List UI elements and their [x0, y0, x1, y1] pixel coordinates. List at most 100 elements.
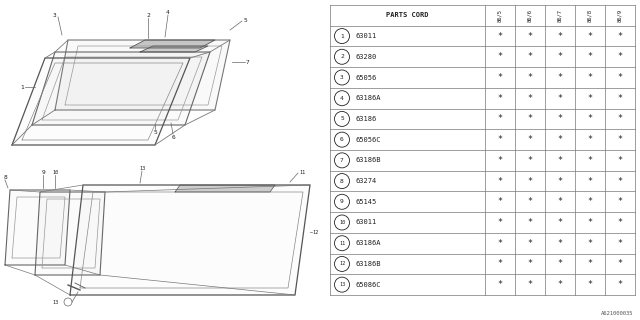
Text: *: *: [618, 218, 623, 227]
Text: *: *: [618, 52, 623, 61]
Text: *: *: [497, 52, 502, 61]
Text: *: *: [497, 260, 502, 268]
Text: *: *: [557, 280, 563, 289]
Text: 4: 4: [340, 96, 344, 101]
Text: 63274: 63274: [356, 178, 377, 184]
Text: *: *: [618, 280, 623, 289]
Text: 86/9: 86/9: [618, 9, 623, 22]
Text: *: *: [588, 73, 593, 82]
Text: *: *: [557, 197, 563, 206]
Text: 11: 11: [339, 241, 345, 246]
Text: *: *: [588, 94, 593, 103]
Text: *: *: [588, 52, 593, 61]
Text: 12: 12: [312, 229, 318, 235]
Text: *: *: [497, 239, 502, 248]
Text: *: *: [588, 135, 593, 144]
Text: *: *: [497, 135, 502, 144]
Polygon shape: [35, 192, 105, 275]
Text: 8: 8: [340, 179, 344, 184]
Text: *: *: [618, 32, 623, 41]
Text: *: *: [527, 73, 532, 82]
Text: 65056: 65056: [356, 75, 377, 81]
Text: *: *: [588, 115, 593, 124]
Text: *: *: [557, 177, 563, 186]
Text: 1: 1: [340, 34, 344, 39]
Text: *: *: [497, 115, 502, 124]
Text: *: *: [588, 197, 593, 206]
Text: *: *: [557, 73, 563, 82]
Text: 63186A: 63186A: [356, 95, 381, 101]
Text: *: *: [497, 197, 502, 206]
Text: 63186: 63186: [356, 116, 377, 122]
Text: *: *: [497, 177, 502, 186]
Text: 5: 5: [153, 130, 157, 134]
Text: *: *: [527, 32, 532, 41]
Text: *: *: [527, 239, 532, 248]
Text: *: *: [557, 135, 563, 144]
Text: 65056C: 65056C: [356, 137, 381, 143]
Text: 13: 13: [52, 300, 58, 305]
Text: *: *: [527, 94, 532, 103]
Text: *: *: [557, 115, 563, 124]
Text: *: *: [618, 177, 623, 186]
Text: *: *: [527, 218, 532, 227]
Text: *: *: [497, 94, 502, 103]
Text: 3: 3: [53, 12, 57, 18]
Text: *: *: [618, 94, 623, 103]
Text: *: *: [618, 239, 623, 248]
Text: *: *: [557, 218, 563, 227]
Polygon shape: [12, 58, 190, 145]
Text: *: *: [588, 218, 593, 227]
Text: *: *: [497, 218, 502, 227]
Text: 2: 2: [340, 54, 344, 59]
Polygon shape: [70, 185, 310, 295]
Text: *: *: [588, 177, 593, 186]
Text: 5: 5: [340, 116, 344, 121]
Text: *: *: [588, 156, 593, 165]
Text: *: *: [497, 280, 502, 289]
Text: PARTS CORD: PARTS CORD: [387, 12, 429, 18]
Polygon shape: [140, 46, 208, 52]
Text: *: *: [557, 94, 563, 103]
Text: 1: 1: [20, 84, 24, 90]
Text: 11: 11: [299, 170, 305, 174]
Text: 65086C: 65086C: [356, 282, 381, 288]
Text: *: *: [527, 135, 532, 144]
Text: 86/6: 86/6: [527, 9, 532, 22]
Text: 3: 3: [340, 75, 344, 80]
Text: *: *: [527, 115, 532, 124]
Text: 10: 10: [52, 170, 58, 174]
Text: 63011: 63011: [356, 220, 377, 226]
Text: 13: 13: [339, 282, 345, 287]
Polygon shape: [130, 40, 215, 48]
Text: *: *: [588, 239, 593, 248]
Text: 63011: 63011: [356, 33, 377, 39]
Text: *: *: [618, 135, 623, 144]
Text: 6: 6: [340, 137, 344, 142]
Text: 12: 12: [339, 261, 345, 267]
Text: *: *: [557, 32, 563, 41]
Text: *: *: [618, 260, 623, 268]
Text: 86/8: 86/8: [588, 9, 593, 22]
Text: 63186A: 63186A: [356, 240, 381, 246]
Text: 63280: 63280: [356, 54, 377, 60]
Text: *: *: [588, 32, 593, 41]
Text: 9: 9: [340, 199, 344, 204]
Text: *: *: [527, 260, 532, 268]
Text: *: *: [557, 156, 563, 165]
Text: *: *: [497, 32, 502, 41]
Text: *: *: [527, 177, 532, 186]
Text: 63186B: 63186B: [356, 261, 381, 267]
Text: 7: 7: [340, 158, 344, 163]
Text: *: *: [527, 52, 532, 61]
Text: *: *: [557, 239, 563, 248]
Text: 2: 2: [146, 12, 150, 18]
Text: *: *: [527, 156, 532, 165]
Text: A621000035: A621000035: [600, 311, 633, 316]
Text: 86/7: 86/7: [557, 9, 563, 22]
Text: 5: 5: [243, 18, 247, 22]
Text: *: *: [618, 156, 623, 165]
Text: *: *: [618, 73, 623, 82]
Text: *: *: [588, 260, 593, 268]
Text: 4: 4: [166, 10, 170, 14]
